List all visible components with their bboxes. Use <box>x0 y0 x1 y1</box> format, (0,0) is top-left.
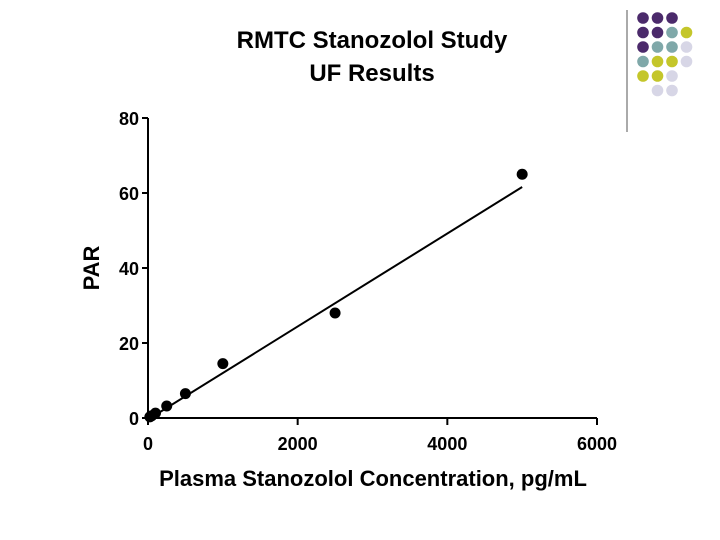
y-tick-label: 80 <box>119 109 139 129</box>
data-point <box>329 307 341 319</box>
decorative-dot <box>637 41 649 53</box>
decorative-dot <box>651 84 664 97</box>
decorative-dot <box>666 41 678 53</box>
x-tick-label: 6000 <box>577 434 617 454</box>
y-axis-title: PAR <box>79 245 104 290</box>
x-axis-ticks: 0 2000 4000 6000 <box>143 418 617 454</box>
decorative-dot <box>651 55 664 68</box>
x-tick-label: 2000 <box>278 434 318 454</box>
y-tick-label: 40 <box>119 259 139 279</box>
y-tick-label: 0 <box>129 409 139 429</box>
decorative-dot <box>651 41 664 53</box>
y-axis-ticks: 0 20 40 60 80 <box>119 109 148 429</box>
x-axis-title: Plasma Stanozolol Concentration, pg/mL <box>159 466 587 491</box>
x-tick-label: 0 <box>143 434 153 454</box>
y-tick-label: 60 <box>119 184 139 204</box>
data-point <box>161 400 173 412</box>
decorative-dot <box>666 12 678 24</box>
data-point <box>149 407 161 419</box>
decorative-dot <box>637 70 649 82</box>
decorative-dot <box>680 55 693 68</box>
decorative-dot <box>666 84 678 97</box>
decorative-dot <box>637 12 649 24</box>
decorative-dot <box>651 12 664 24</box>
decorative-dot <box>680 41 693 53</box>
data-point <box>516 168 528 180</box>
x-tick-label: 4000 <box>427 434 467 454</box>
chart-title-line-1: RMTC Stanozolol Study <box>237 27 508 54</box>
decorative-dot <box>680 26 693 39</box>
chart-title-line-2: UF Results <box>309 60 434 87</box>
regression-line <box>147 186 523 421</box>
decorative-dot <box>637 26 649 39</box>
decorative-dot <box>637 55 649 68</box>
chart-axes <box>147 118 597 419</box>
decorative-dot <box>666 55 678 68</box>
data-point <box>179 388 191 400</box>
data-point <box>217 358 229 370</box>
decorative-dot <box>666 26 678 39</box>
data-points <box>144 168 528 423</box>
decorative-dot <box>651 70 664 82</box>
y-tick-label: 20 <box>119 334 139 354</box>
corner-dot-pattern <box>637 12 693 97</box>
decorative-dot <box>666 70 678 82</box>
decorative-dot <box>651 26 664 39</box>
